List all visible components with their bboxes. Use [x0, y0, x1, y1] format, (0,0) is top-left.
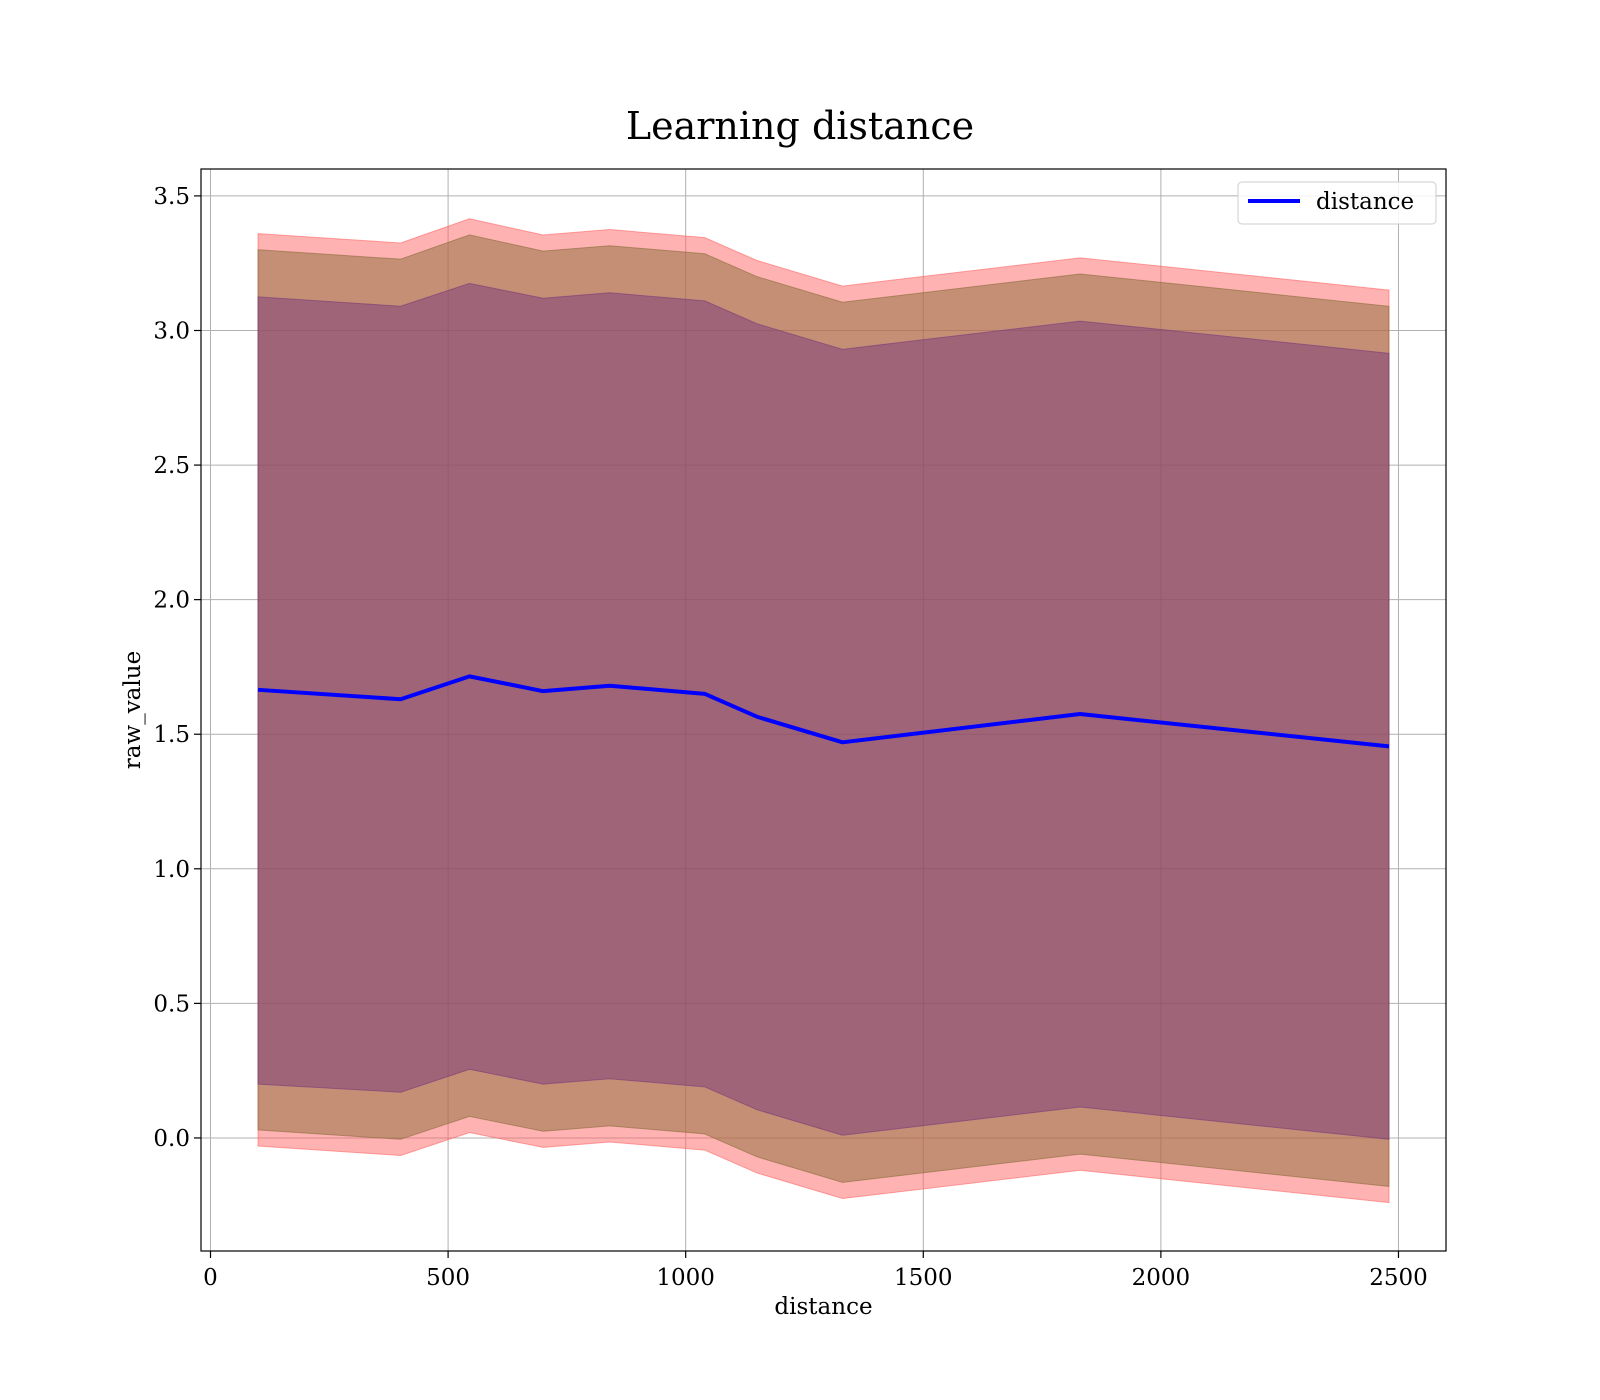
x-tick-label: 2000: [1132, 1265, 1191, 1291]
confidence-bands: [257, 218, 1390, 1204]
series-lines: [257, 674, 1390, 749]
y-tick-label: 1.5: [153, 722, 190, 748]
x-tick-label: 500: [426, 1265, 470, 1291]
legend: distance: [1237, 181, 1437, 225]
legend-box: [1237, 181, 1437, 225]
band-2: [257, 282, 1390, 1140]
y-tick-label: 2.5: [153, 453, 190, 479]
y-tick-label: 3.5: [153, 184, 190, 210]
x-axis-label: distance: [774, 1294, 872, 1320]
x-tick-label: 0: [203, 1265, 218, 1291]
y-tick-label: 1.0: [153, 857, 190, 883]
x-tick-label: 1000: [656, 1265, 715, 1291]
plot-frame: [200, 168, 1447, 1252]
y-axis-label: raw_value: [120, 651, 146, 769]
legend-label-distance: distance: [1316, 189, 1414, 215]
x-tick-label: 2500: [1369, 1265, 1428, 1291]
series-line-0: [257, 674, 1390, 749]
y-tick-label: 0.0: [153, 1126, 190, 1152]
y-tick-label: 3.0: [153, 318, 190, 344]
x-tick-label: 1500: [894, 1265, 953, 1291]
y-tick-label: 0.5: [153, 991, 190, 1017]
chart-title: Learning distance: [625, 104, 975, 148]
axis-ticks: 0 500 1000 1500 2000 2500 0.0 0.5 1.0 1.5 2.0 2.5 3.…: [153, 184, 1427, 1291]
y-tick-label: 2.0: [153, 588, 190, 614]
